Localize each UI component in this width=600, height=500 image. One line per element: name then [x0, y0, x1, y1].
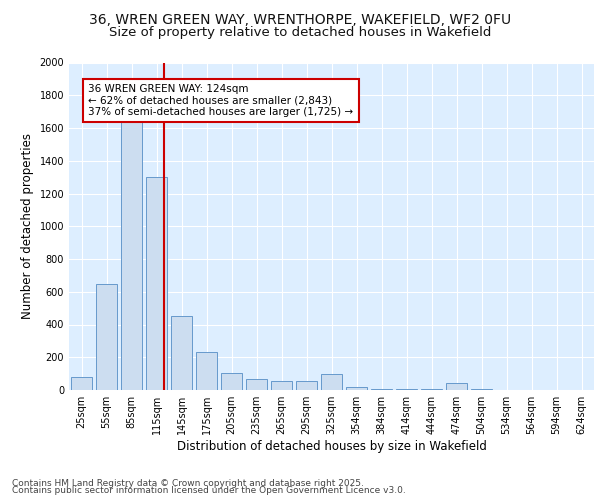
- Bar: [271, 381, 292, 390]
- X-axis label: Distribution of detached houses by size in Wakefield: Distribution of detached houses by size …: [176, 440, 487, 453]
- Bar: [96, 284, 117, 390]
- Bar: [171, 316, 192, 390]
- Bar: [296, 381, 317, 390]
- Bar: [121, 120, 142, 390]
- Bar: [446, 384, 467, 390]
- Bar: [146, 177, 167, 390]
- Bar: [371, 388, 392, 390]
- Bar: [196, 352, 217, 390]
- Y-axis label: Number of detached properties: Number of detached properties: [21, 133, 34, 320]
- Bar: [471, 389, 492, 390]
- Bar: [346, 386, 367, 390]
- Text: Size of property relative to detached houses in Wakefield: Size of property relative to detached ho…: [109, 26, 491, 39]
- Bar: [246, 378, 267, 390]
- Text: 36, WREN GREEN WAY, WRENTHORPE, WAKEFIELD, WF2 0FU: 36, WREN GREEN WAY, WRENTHORPE, WAKEFIEL…: [89, 12, 511, 26]
- Text: Contains public sector information licensed under the Open Government Licence v3: Contains public sector information licen…: [12, 486, 406, 495]
- Bar: [71, 377, 92, 390]
- Bar: [221, 373, 242, 390]
- Text: Contains HM Land Registry data © Crown copyright and database right 2025.: Contains HM Land Registry data © Crown c…: [12, 478, 364, 488]
- Bar: [421, 389, 442, 390]
- Text: 36 WREN GREEN WAY: 124sqm
← 62% of detached houses are smaller (2,843)
37% of se: 36 WREN GREEN WAY: 124sqm ← 62% of detac…: [89, 84, 353, 117]
- Bar: [396, 389, 417, 390]
- Bar: [321, 374, 342, 390]
